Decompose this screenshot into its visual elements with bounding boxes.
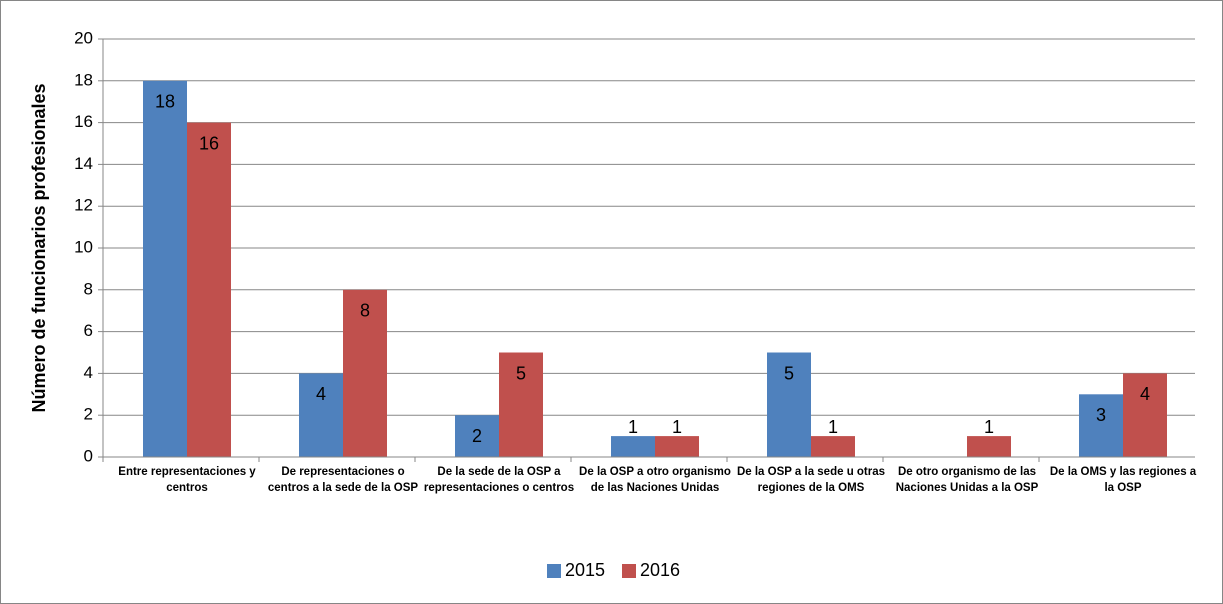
bar — [1123, 373, 1167, 457]
bar — [655, 436, 699, 457]
data-label: 18 — [155, 92, 175, 112]
y-tick-label: 16 — [74, 112, 93, 131]
bar — [811, 436, 855, 457]
y-tick-label: 8 — [84, 279, 93, 298]
data-label: 1 — [672, 417, 682, 437]
data-label: 1 — [828, 417, 838, 437]
x-tick-label: De la sede de la OSP a representaciones … — [423, 466, 575, 494]
data-label: 5 — [516, 363, 526, 383]
data-label: 5 — [784, 363, 794, 383]
y-tick-label: 10 — [74, 237, 93, 256]
data-label: 16 — [199, 133, 219, 153]
legend-label: 2015 — [565, 560, 605, 580]
bar — [767, 352, 811, 457]
y-tick-label: 18 — [74, 70, 93, 89]
bar — [187, 122, 231, 457]
data-label: 1 — [628, 417, 638, 437]
x-tick-label: Entre representaciones y centros — [118, 466, 256, 494]
bar — [499, 352, 543, 457]
bar — [967, 436, 1011, 457]
bar — [343, 289, 387, 457]
y-tick-label: 12 — [74, 196, 93, 215]
bar — [455, 415, 499, 457]
bar — [1079, 394, 1123, 457]
legend-swatch — [622, 564, 636, 578]
y-tick-label: 4 — [84, 363, 93, 382]
x-tick-label: De la OSP a la sede u otras regiones de … — [736, 466, 886, 494]
data-label: 2 — [472, 426, 482, 446]
data-label: 4 — [1140, 384, 1150, 404]
y-tick-label: 14 — [74, 154, 93, 173]
x-tick-label: De representaciones o centros a la sede … — [267, 466, 419, 494]
bar — [611, 436, 655, 457]
y-tick-label: 0 — [84, 446, 93, 465]
data-label: 1 — [984, 417, 994, 437]
x-tick-label: De otro organismo de las Naciones Unidas… — [895, 466, 1039, 494]
y-axis-title: Número de funcionarios profesionales — [29, 83, 49, 412]
x-tick-label: De la OMS y las regiones a la OSP — [1049, 466, 1197, 494]
data-label: 4 — [316, 384, 326, 404]
bar — [299, 373, 343, 457]
x-tick-label: De la OSP a otro organismo de las Nacion… — [579, 466, 731, 494]
legend-swatch — [547, 564, 561, 578]
y-tick-label: 6 — [84, 321, 93, 340]
data-label: 3 — [1096, 405, 1106, 425]
y-tick-label: 20 — [74, 28, 93, 47]
y-tick-label: 2 — [84, 405, 93, 424]
bar — [143, 80, 187, 458]
legend-label: 2016 — [640, 560, 680, 580]
data-label: 8 — [360, 301, 370, 321]
